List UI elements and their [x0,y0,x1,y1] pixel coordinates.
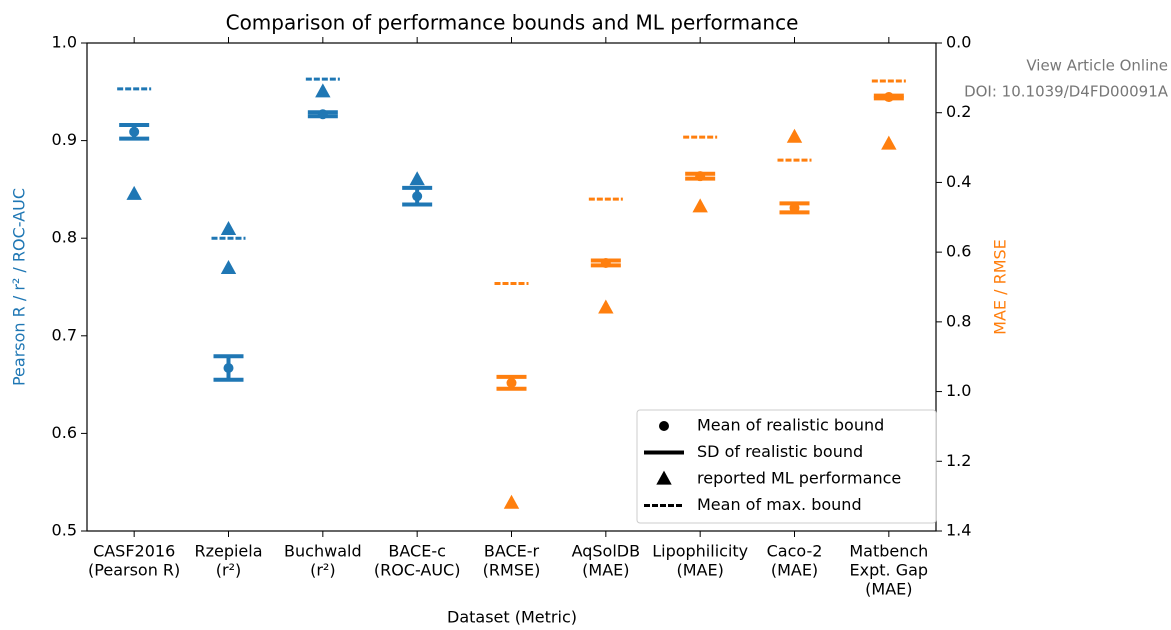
reported-ml [315,83,331,98]
x-tick-label: BACE-c [388,542,446,561]
legend-label: Mean of max. bound [697,495,862,514]
reported-ml [220,221,237,236]
y2-tick-label: 0.6 [946,242,971,261]
mean-realistic [883,92,894,103]
x-tick-label: Matbench [849,542,928,561]
mean-realistic [789,202,800,213]
reported-ml [692,198,708,213]
legend-marker [656,470,672,485]
x-tick-label: (r²) [310,561,335,580]
legend-label: SD of realistic bound [697,442,863,461]
y2-tick-label: 0.4 [946,172,971,191]
y-axis-label: Pearson R / r² / ROC-AUC [10,188,29,386]
y2-tick-label: 1.0 [946,381,971,400]
x-tick-label: (MAE) [676,561,723,580]
mean-realistic [600,257,611,268]
legend-label: reported ML performance [697,469,901,488]
x-tick-label: BACE-r [484,542,540,561]
x-tick-label: (Pearson R) [88,561,180,580]
watermark: DOI: 10.1039/D4FD00091A [964,83,1169,101]
x-tick-label: (RMSE) [483,561,541,580]
legend-label: Mean of realistic bound [697,416,884,435]
y2-tick-label: 0.0 [946,33,971,52]
legend-marker [659,421,669,431]
x-tick-label: (MAE) [771,561,818,580]
x-tick-label: Rzepiela [194,542,262,561]
y2-axis-label: MAE / RMSE [991,239,1010,335]
legend-box [636,409,937,524]
mean-realistic [506,377,517,388]
reported-ml [786,128,803,143]
y2-tick-label: 0.8 [946,311,971,330]
x-tick-label: Buchwald [284,542,362,561]
x-tick-label: AqSolDB [572,542,641,561]
y2-tick-label: 0.2 [946,102,971,121]
chart-title: Comparison of performance bounds and ML … [226,11,799,35]
x-tick-label: (MAE) [865,580,912,599]
reported-ml [126,185,142,200]
x-tick-label: Caco-2 [767,542,823,561]
mean-realistic [317,109,328,120]
watermark: View Article Online [1026,57,1168,75]
x-tick-label: (MAE) [582,561,629,580]
x-tick-label: Expt. Gap [850,561,929,580]
y-tick-label: 0.7 [52,325,77,344]
x-tick-label: CASF2016 [93,542,175,561]
y2-tick-label: 1.2 [946,451,971,470]
y2-tick-label: 1.4 [946,521,971,540]
reported-ml [409,171,425,186]
x-tick-label: Lipophilicity [652,542,748,561]
reported-ml [220,260,237,275]
x-axis-label: Dataset (Metric) [447,608,577,627]
y-tick-label: 0.6 [52,423,77,442]
y-tick-label: 0.5 [52,521,77,540]
mean-realistic [223,363,234,374]
y-tick-label: 0.9 [52,130,77,149]
reported-ml [503,494,520,509]
x-tick-label: (ROC-AUC) [374,561,461,580]
mean-realistic [412,191,423,202]
reported-ml [881,135,897,150]
mean-realistic [129,126,140,137]
y-tick-label: 0.8 [52,228,77,247]
x-tick-label: (r²) [216,561,241,580]
reported-ml [598,299,614,314]
y-tick-label: 1.0 [52,33,77,52]
mean-realistic [695,171,706,182]
